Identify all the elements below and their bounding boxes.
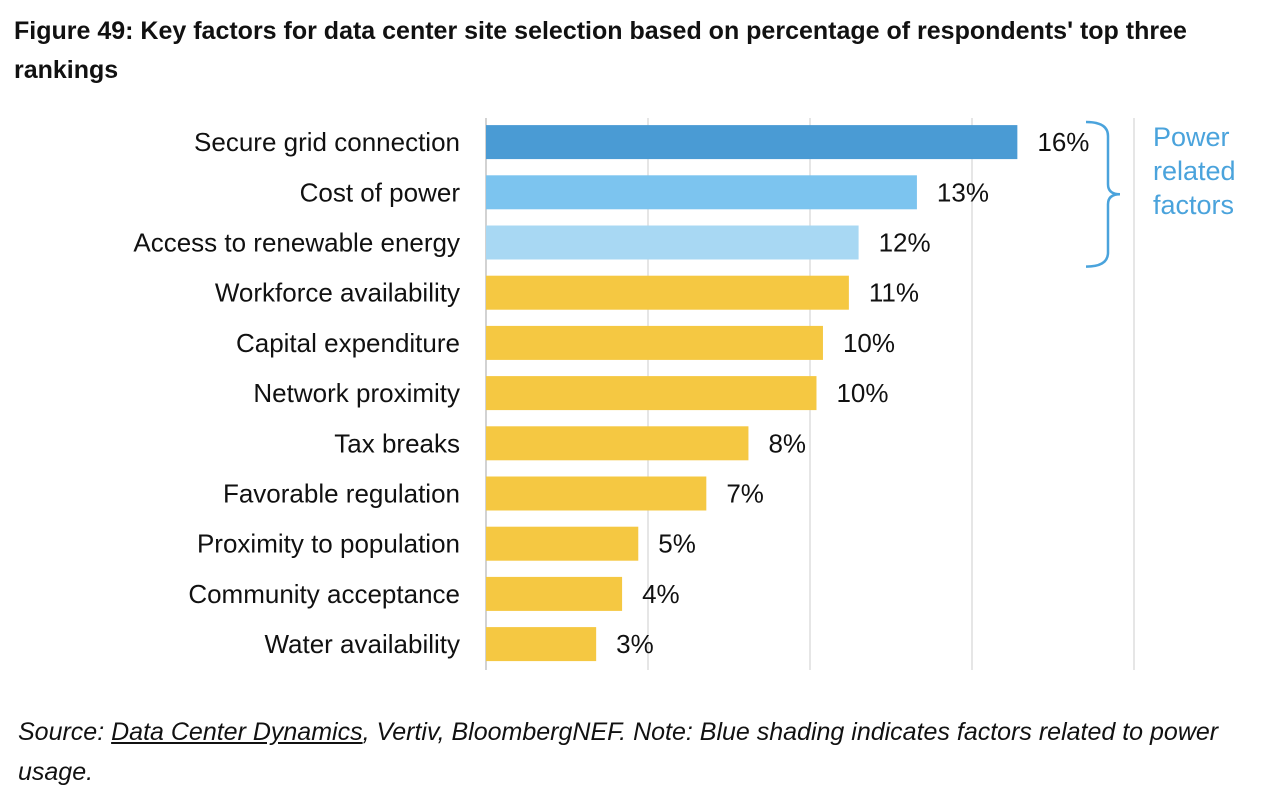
data-label: 7% <box>726 479 764 509</box>
category-label: Capital expenditure <box>236 328 460 358</box>
data-label: 10% <box>836 378 888 408</box>
category-label: Favorable regulation <box>223 479 460 509</box>
source-link[interactable]: Data Center Dynamics <box>111 718 363 746</box>
bar <box>486 627 597 662</box>
bar <box>486 426 749 461</box>
data-label: 12% <box>879 228 931 258</box>
category-label: Tax breaks <box>334 428 460 458</box>
data-label: 5% <box>658 529 696 559</box>
source-note: Source: Data Center Dynamics, Vertiv, Bl… <box>18 712 1258 792</box>
data-label: 13% <box>937 177 989 207</box>
category-label: Proximity to population <box>197 529 460 559</box>
category-label: Network proximity <box>253 378 460 408</box>
power-annotation: Power related factors <box>1153 120 1236 222</box>
category-label: Community acceptance <box>188 579 460 609</box>
category-label: Secure grid connection <box>194 127 460 157</box>
bar <box>486 526 639 561</box>
bar <box>486 576 623 611</box>
category-label: Water availability <box>264 629 460 659</box>
bar <box>486 476 707 511</box>
bar <box>486 275 849 310</box>
data-label: 11% <box>869 278 919 308</box>
annotation-line: factors <box>1153 190 1235 220</box>
data-label: 3% <box>616 629 654 659</box>
bracket <box>1085 120 1121 268</box>
annotation-line: Power <box>1153 122 1230 152</box>
annotation-line: related <box>1153 156 1236 186</box>
bar <box>486 125 1018 160</box>
data-label: 4% <box>642 579 680 609</box>
category-label: Workforce availability <box>215 278 460 308</box>
data-label: 8% <box>768 428 806 458</box>
bar <box>486 175 917 210</box>
source-prefix: Source: <box>18 718 112 746</box>
bar <box>486 325 823 360</box>
data-label: 16% <box>1037 127 1089 157</box>
bar-chart: Secure grid connection 16% Cost of power 13… <box>133 118 1135 670</box>
category-label: Cost of power <box>300 177 461 207</box>
bar <box>486 376 817 411</box>
category-label: Access to renewable energy <box>133 228 460 258</box>
source-rest: , Vertiv, BloombergNEF. Note: Blue shadi… <box>18 718 1219 786</box>
bar <box>486 225 859 260</box>
chart-title: Figure 49: Key factors for data center s… <box>14 17 1187 84</box>
data-label: 10% <box>843 328 895 358</box>
